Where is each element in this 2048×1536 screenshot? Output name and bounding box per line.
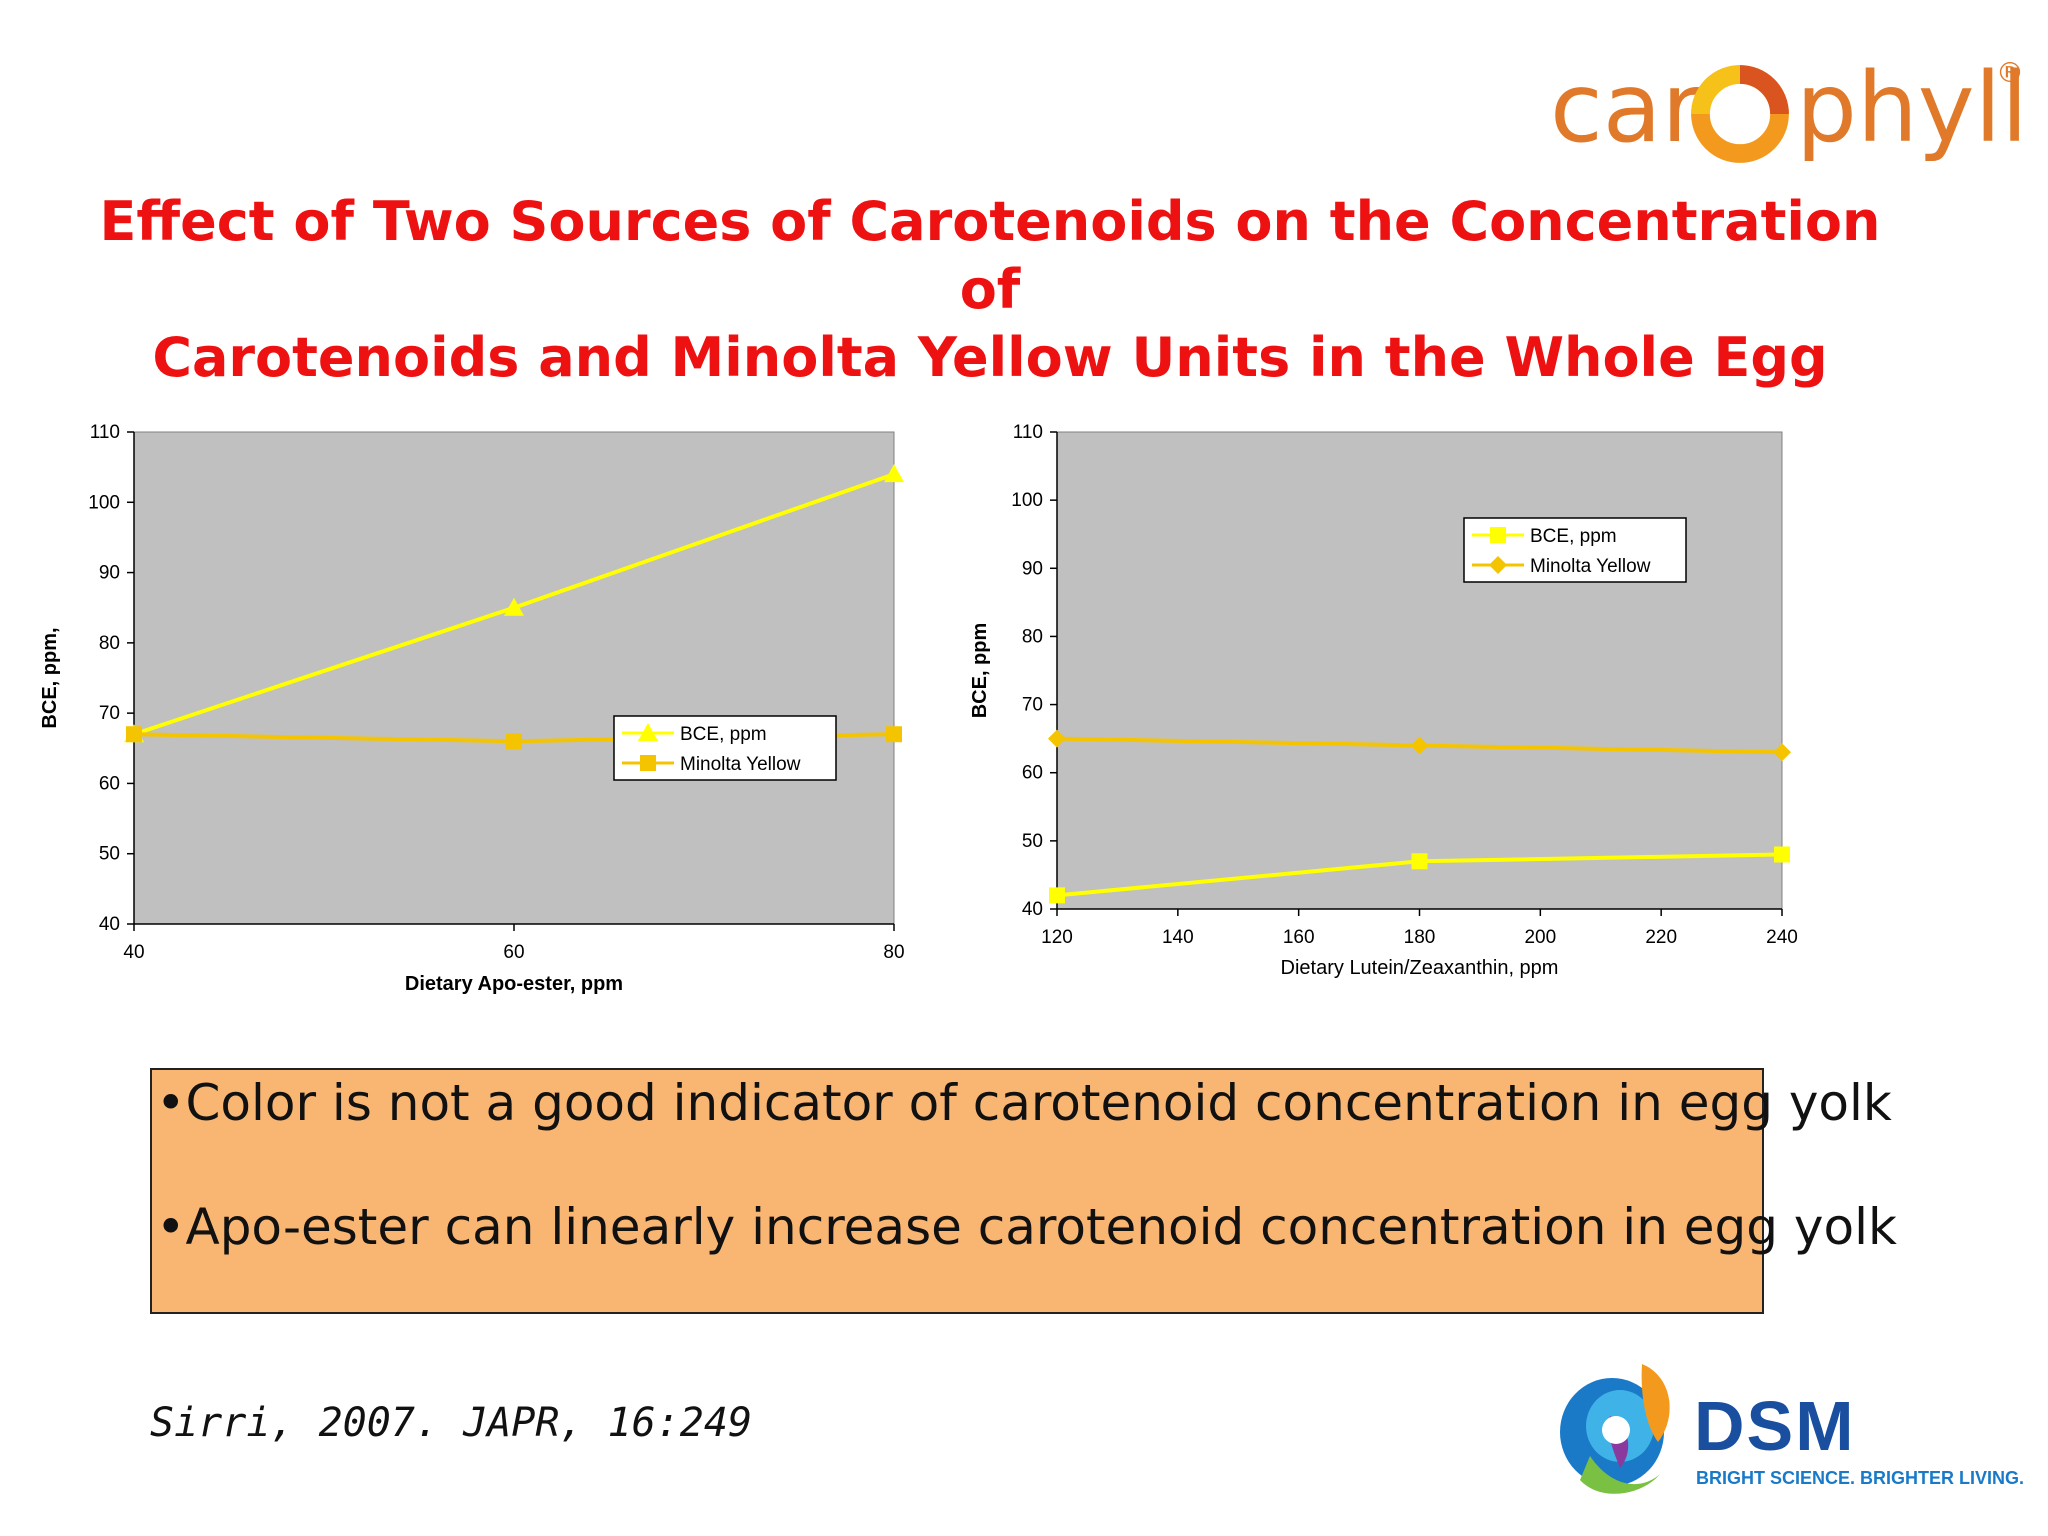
- page-title: Effect of Two Sources of Carotenoids on …: [80, 188, 1900, 392]
- page-title-line-2: Carotenoids and Minolta Yellow Units in …: [152, 326, 1828, 389]
- dsm-logo: DSM BRIGHT SCIENCE. BRIGHTER LIVING.: [1550, 1350, 2024, 1510]
- x-tick-label: 120: [1041, 927, 1073, 948]
- dsm-wordmark: DSM: [1694, 1387, 1856, 1465]
- data-point: [1049, 887, 1065, 904]
- y-axis-label: BCE, ppm,: [39, 627, 61, 728]
- y-tick-label: 90: [99, 563, 120, 584]
- x-tick-label: 220: [1645, 927, 1677, 948]
- carophyll-logo-text-b: phyll: [1796, 52, 2028, 164]
- dsm-tagline: BRIGHT SCIENCE. BRIGHTER LIVING.: [1696, 1468, 2025, 1488]
- y-tick-label: 110: [1013, 422, 1043, 443]
- x-tick-label: 40: [123, 942, 144, 963]
- registered-mark: ®: [1996, 56, 2024, 89]
- carophyll-logo-text-a: car: [1550, 52, 1702, 164]
- legend-swatch-marker: [638, 723, 658, 741]
- data-point: [1774, 846, 1790, 863]
- data-point: [1410, 736, 1429, 755]
- legend-swatch-marker: [640, 755, 656, 771]
- y-tick-label: 80: [99, 633, 120, 654]
- legend-label: BCE, ppm: [1530, 526, 1617, 547]
- y-tick-label: 100: [88, 492, 120, 513]
- x-tick-label: 200: [1524, 927, 1556, 948]
- legend-label: Minolta Yellow: [1530, 556, 1651, 577]
- x-tick-label: 160: [1283, 927, 1315, 948]
- y-tick-label: 50: [1022, 831, 1043, 852]
- y-tick-label: 90: [1022, 558, 1043, 579]
- y-tick-label: 110: [90, 422, 120, 443]
- x-axis-label: Dietary Apo-ester, ppm: [405, 973, 623, 995]
- y-tick-label: 40: [99, 914, 120, 935]
- y-tick-label: 70: [1022, 695, 1043, 716]
- y-tick-label: 40: [1022, 899, 1043, 920]
- x-tick-label: 80: [883, 942, 904, 963]
- carophyll-swirl-icon: [1691, 65, 1789, 163]
- conclusions-box: •Color is not a good indicator of carote…: [150, 1068, 1897, 1314]
- y-tick-label: 100: [1011, 490, 1043, 511]
- page-title-line-1: Effect of Two Sources of Carotenoids on …: [99, 190, 1881, 321]
- plot-area: [1056, 431, 1783, 910]
- lutein-zeaxanthin-line-chart: 40 50 60 70 80 90 100 110 120 140 160 180 200 220 240 D…: [969, 422, 1798, 979]
- conclusion-item-1: •Color is not a good indicator of carote…: [156, 1074, 1892, 1132]
- y-tick-label: 60: [1022, 763, 1043, 784]
- x-tick-label: 180: [1404, 927, 1436, 948]
- y-axis-label: BCE, ppm: [969, 623, 991, 719]
- legend-label: Minolta Yellow: [680, 754, 801, 775]
- data-point: [504, 597, 524, 616]
- x-axis-label: Dietary Lutein/Zeaxanthin, ppm: [1281, 957, 1559, 979]
- legend: BCE, ppm Minolta Yellow: [613, 715, 837, 781]
- data-point: [884, 464, 904, 483]
- legend-swatch-marker: [1490, 527, 1506, 543]
- y-tick-label: 50: [99, 844, 120, 865]
- conclusion-item-2: •Apo-ester can linearly increase caroten…: [156, 1198, 1897, 1256]
- x-tick-label: 240: [1766, 927, 1798, 948]
- legend-swatch-marker: [1489, 556, 1507, 574]
- y-tick-label: 60: [99, 773, 120, 794]
- dsm-swirl-icon: [1560, 1364, 1670, 1494]
- data-point: [1411, 853, 1428, 870]
- data-point: [1773, 743, 1791, 762]
- x-tick-label: 140: [1162, 927, 1194, 948]
- data-point: [1048, 729, 1066, 748]
- y-tick-label: 80: [1022, 626, 1043, 647]
- legend-label: BCE, ppm: [680, 724, 767, 745]
- data-point: [506, 733, 522, 750]
- carophyll-logo: car phyll ®: [1550, 48, 2028, 168]
- y-tick-label: 70: [99, 703, 120, 724]
- x-tick-label: 60: [503, 942, 524, 963]
- legend: BCE, ppm Minolta Yellow: [1463, 517, 1687, 583]
- apo-ester-line-chart: 40 50 60 70 80 90 100 110 40 60 80 Dietary Apo-este…: [39, 422, 905, 995]
- data-point: [886, 726, 902, 743]
- data-point: [126, 726, 142, 743]
- plot-area: [133, 431, 895, 925]
- citation: Sirri, 2007. JAPR, 16:249: [150, 1400, 753, 1446]
